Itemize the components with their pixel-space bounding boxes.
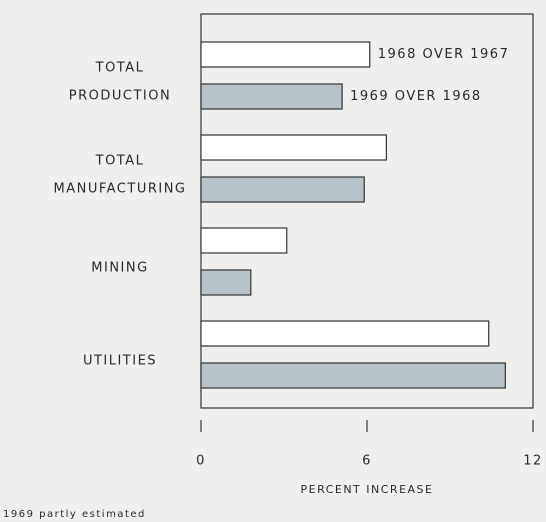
- bar: [200, 362, 506, 389]
- bar: [200, 83, 343, 110]
- category-label-line: PRODUCTION: [69, 88, 171, 103]
- bar: [200, 269, 252, 296]
- bar: [200, 41, 371, 68]
- category-label: MINING: [91, 260, 148, 275]
- footnote: 1969 partly estimated: [3, 509, 146, 520]
- x-axis-label: PERCENT INCREASE: [301, 483, 434, 496]
- plot-frame: [200, 13, 534, 409]
- category-label: UTILITIES: [83, 353, 157, 368]
- series-label: 1969 OVER 1968: [350, 89, 482, 104]
- category-label: TOTAL MANUFACTURING: [54, 153, 187, 196]
- bar: [200, 227, 288, 254]
- category-label-line: MANUFACTURING: [54, 181, 187, 196]
- bar: [200, 176, 365, 203]
- bar: [200, 320, 490, 347]
- x-tick-label: 0: [196, 454, 206, 469]
- category-label: TOTAL PRODUCTION: [69, 60, 171, 103]
- category-label-line: TOTAL: [95, 153, 145, 168]
- series-label: 1968 OVER 1967: [378, 47, 510, 62]
- x-tick-label: 6: [362, 454, 372, 469]
- bar: [200, 134, 387, 161]
- category-label-line: UTILITIES: [83, 353, 157, 368]
- category-label-line: TOTAL: [95, 60, 145, 75]
- x-tick-label: 12: [523, 454, 543, 469]
- category-label-line: MINING: [91, 260, 148, 275]
